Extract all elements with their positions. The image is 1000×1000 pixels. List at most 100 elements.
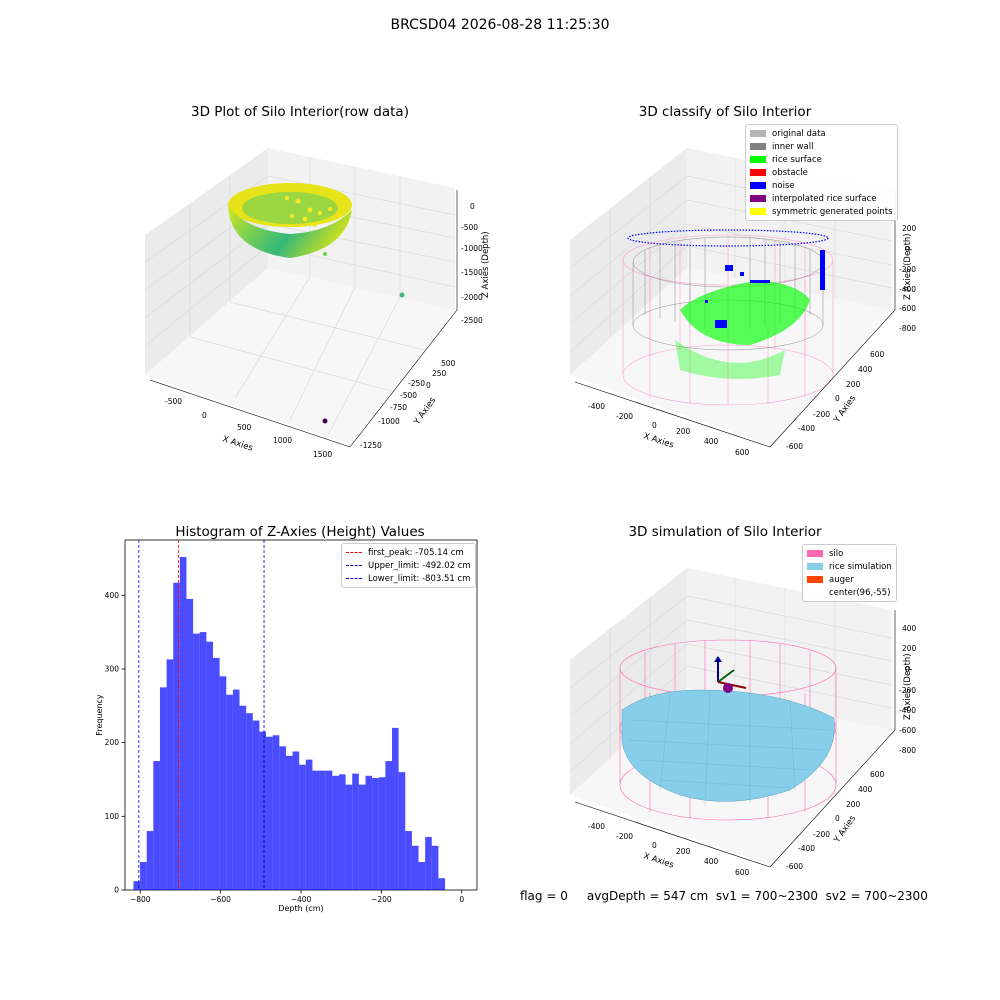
legend-line bbox=[346, 578, 362, 579]
panel4-title: 3D simulation of Silo Interior bbox=[628, 524, 822, 540]
svg-text:600: 600 bbox=[870, 770, 885, 779]
panel2-legend: original data inner wall rice surface ob… bbox=[745, 124, 898, 221]
y-tick-label: 0 bbox=[114, 886, 119, 895]
panel2-rice-lower bbox=[675, 340, 785, 379]
x-tick-label: 0 bbox=[459, 895, 464, 904]
histogram-legend: first_peak: -705.14 cm Upper_limit: -492… bbox=[341, 543, 476, 588]
histogram-bar bbox=[292, 751, 300, 890]
panel2-rice-surface bbox=[680, 280, 810, 345]
svg-text:-1500: -1500 bbox=[461, 268, 483, 277]
legend-item-center: center(96,-55) bbox=[807, 586, 892, 599]
histogram-bar bbox=[358, 784, 366, 890]
svg-text:200: 200 bbox=[846, 380, 861, 389]
histogram-bar bbox=[431, 845, 439, 890]
panel4-3d-plot: -400 -200 0 200 400 600 X Axies -600 -40… bbox=[569, 568, 917, 877]
panel1-surface-inner bbox=[242, 192, 338, 224]
svg-text:-200: -200 bbox=[899, 265, 916, 274]
legend-swatch bbox=[750, 182, 766, 189]
y-tick-label: 100 bbox=[105, 812, 120, 821]
histogram-bar bbox=[365, 775, 373, 890]
svg-text:0: 0 bbox=[202, 411, 207, 420]
panel1-surface-bowl bbox=[228, 205, 352, 258]
panel1-pane-floor bbox=[145, 268, 455, 445]
svg-text:-600: -600 bbox=[786, 862, 803, 871]
histogram-bar bbox=[153, 761, 160, 890]
panel2-z-ticks: -800 -600 -400 -200 0 200 bbox=[899, 224, 917, 333]
histogram-bar bbox=[372, 778, 379, 890]
legend-item-interpolated: interpolated rice surface bbox=[750, 192, 893, 205]
x-tick-label: −600 bbox=[210, 895, 231, 904]
legend-swatch bbox=[807, 589, 823, 596]
legend-swatch bbox=[750, 130, 766, 137]
histogram-bar bbox=[345, 784, 353, 890]
legend-swatch bbox=[807, 563, 823, 570]
histogram-bar bbox=[279, 746, 286, 890]
svg-text:-600: -600 bbox=[786, 442, 803, 451]
histogram-bar bbox=[232, 689, 240, 890]
legend-item-lower-limit: Lower_limit: -803.51 cm bbox=[346, 572, 471, 585]
svg-text:-200: -200 bbox=[616, 412, 633, 421]
histogram-ylabel: Frequency bbox=[95, 694, 104, 736]
svg-text:200: 200 bbox=[676, 847, 691, 856]
histogram-bar bbox=[193, 633, 200, 890]
histogram-bar bbox=[179, 556, 187, 890]
svg-text:0: 0 bbox=[905, 245, 910, 254]
histogram-bar bbox=[325, 770, 333, 890]
figure-suptitle: BRCSD04 2026-08-28 11:25:30 bbox=[390, 17, 610, 33]
histogram-bar bbox=[246, 713, 253, 890]
panel1-surface-point bbox=[323, 252, 327, 256]
y-tick-label: 300 bbox=[105, 664, 120, 673]
panel4-y-ticks: -600 -400 -200 0 200 400 600 bbox=[786, 770, 885, 871]
histogram-bar bbox=[166, 659, 174, 890]
histogram-bar bbox=[272, 735, 280, 890]
legend-swatch bbox=[807, 550, 823, 557]
legend-item-silo: silo bbox=[807, 547, 892, 560]
panel1-zlabel: Z Axies (Depth) bbox=[481, 231, 491, 298]
histogram-bar bbox=[398, 772, 406, 890]
histogram-bar bbox=[385, 761, 393, 890]
svg-text:200: 200 bbox=[902, 644, 917, 653]
x-tick-label: −200 bbox=[371, 895, 392, 904]
panel2-3d-plot: -400 -200 0 200 400 600 X Axies -600 -40… bbox=[569, 148, 917, 457]
legend-item-rice-surface: rice surface bbox=[750, 153, 893, 166]
svg-text:-400: -400 bbox=[588, 822, 605, 831]
svg-text:-1000: -1000 bbox=[378, 417, 400, 426]
x-tick-label: −800 bbox=[130, 895, 151, 904]
panel4-pane-back bbox=[687, 568, 892, 730]
histogram-bar bbox=[285, 755, 293, 890]
histogram-x-ticks: −800 −600 −400 −200 0 bbox=[130, 890, 464, 904]
auger-arrow-y bbox=[717, 669, 735, 683]
histogram-vlines bbox=[138, 540, 265, 890]
svg-text:500: 500 bbox=[237, 423, 252, 432]
svg-text:400: 400 bbox=[704, 857, 719, 866]
histogram-bar bbox=[226, 694, 233, 890]
panel4-axis-edges bbox=[574, 610, 896, 868]
svg-text:400: 400 bbox=[704, 437, 719, 446]
histogram-bar bbox=[352, 773, 359, 890]
panel1-z-ticks: -2500 -2000 -1500 -1000 -500 0 bbox=[461, 202, 483, 325]
legend-item-obstacle: obstacle bbox=[750, 166, 893, 179]
panel2-zlabel: Z Axies (Depth) bbox=[903, 233, 913, 300]
legend-swatch bbox=[750, 169, 766, 176]
histogram-bar bbox=[411, 845, 419, 890]
panel4-x-ticks: -400 -200 0 200 400 600 bbox=[588, 822, 750, 877]
histogram-bar bbox=[305, 759, 313, 890]
histogram-y-ticks: 0 100 200 300 400 bbox=[105, 591, 125, 895]
histogram-bar bbox=[133, 881, 141, 890]
panel4-gridlines bbox=[569, 578, 893, 773]
status-footer: flag = 0 avgDepth = 547 cm sv1 = 700~230… bbox=[520, 889, 928, 903]
auger-center bbox=[723, 683, 733, 693]
svg-text:250: 250 bbox=[432, 369, 447, 378]
svg-text:200: 200 bbox=[846, 800, 861, 809]
legend-item-inner-wall: inner wall bbox=[750, 140, 893, 153]
histogram-bar bbox=[199, 632, 207, 890]
svg-text:0: 0 bbox=[426, 381, 431, 390]
svg-text:500: 500 bbox=[441, 359, 456, 368]
histogram-bar bbox=[299, 764, 306, 890]
svg-text:-400: -400 bbox=[798, 844, 815, 853]
panel1-outlier-purple bbox=[322, 418, 328, 424]
histogram-bar bbox=[219, 676, 227, 890]
svg-text:-400: -400 bbox=[588, 402, 605, 411]
legend-swatch bbox=[750, 195, 766, 202]
histogram-bar bbox=[213, 657, 220, 890]
